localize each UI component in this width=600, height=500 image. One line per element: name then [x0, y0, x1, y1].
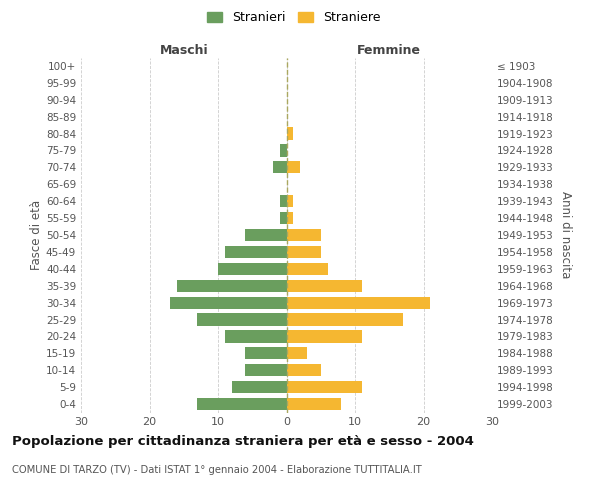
Bar: [287, 364, 321, 376]
Bar: [287, 296, 430, 308]
Bar: [170, 296, 287, 308]
Bar: [245, 364, 287, 376]
Bar: [287, 262, 328, 275]
Legend: Stranieri, Straniere: Stranieri, Straniere: [205, 8, 383, 26]
Bar: [280, 195, 287, 207]
Bar: [287, 347, 307, 360]
Bar: [280, 212, 287, 224]
Y-axis label: Anni di nascita: Anni di nascita: [559, 192, 572, 278]
Bar: [232, 381, 287, 393]
Bar: [197, 398, 287, 410]
Text: Maschi: Maschi: [160, 44, 208, 58]
Text: Femmine: Femmine: [357, 44, 421, 58]
Bar: [287, 381, 362, 393]
Text: COMUNE DI TARZO (TV) - Dati ISTAT 1° gennaio 2004 - Elaborazione TUTTITALIA.IT: COMUNE DI TARZO (TV) - Dati ISTAT 1° gen…: [12, 465, 422, 475]
Bar: [287, 280, 362, 292]
Bar: [245, 229, 287, 241]
Bar: [218, 262, 287, 275]
Bar: [287, 212, 293, 224]
Bar: [287, 229, 321, 241]
Bar: [287, 246, 321, 258]
Bar: [177, 280, 287, 292]
Bar: [197, 314, 287, 326]
Bar: [225, 330, 287, 342]
Bar: [245, 347, 287, 360]
Bar: [287, 398, 341, 410]
Bar: [287, 314, 403, 326]
Bar: [287, 128, 293, 140]
Bar: [280, 144, 287, 156]
Bar: [287, 195, 293, 207]
Y-axis label: Fasce di età: Fasce di età: [30, 200, 43, 270]
Text: Popolazione per cittadinanza straniera per età e sesso - 2004: Popolazione per cittadinanza straniera p…: [12, 435, 474, 448]
Bar: [273, 162, 287, 173]
Bar: [287, 330, 362, 342]
Bar: [287, 162, 300, 173]
Bar: [225, 246, 287, 258]
